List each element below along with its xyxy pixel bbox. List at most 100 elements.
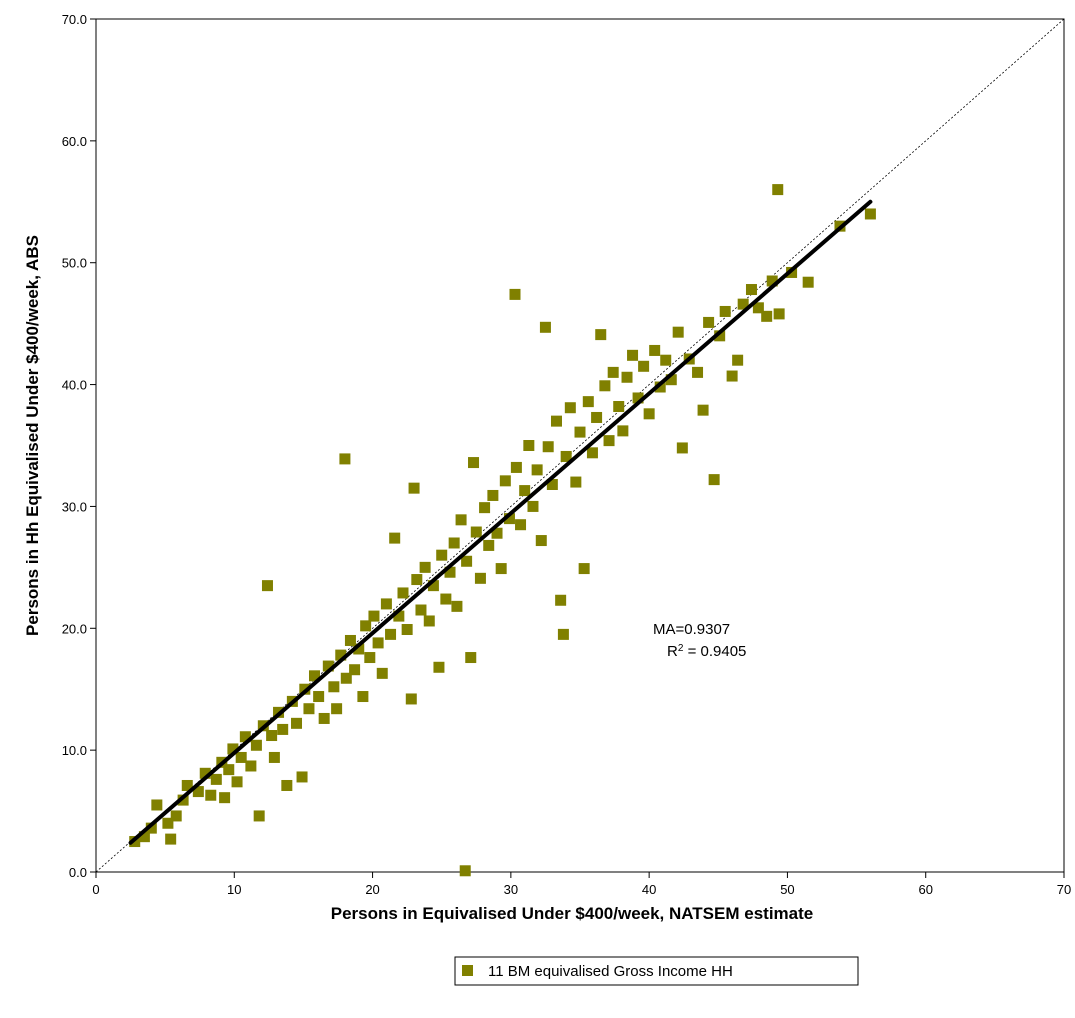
data-point [360,620,372,632]
data-point [603,435,615,447]
data-point [660,354,672,366]
x-tick-label: 60 [918,882,932,897]
data-point [281,779,293,791]
data-point [726,370,738,382]
trend-line [128,199,873,845]
data-point [719,305,731,317]
data-point [546,478,558,490]
data-point [752,302,764,314]
data-point [499,475,511,487]
data-point [570,476,582,488]
data-point [368,610,380,622]
data-point [595,329,607,341]
data-point [766,275,778,287]
y-tick-label: 20.0 [62,621,87,636]
data-point [451,600,463,612]
data-point [339,453,351,465]
data-point [376,667,388,679]
data-point [613,401,625,413]
data-point [564,402,576,414]
data-point [557,628,569,640]
data-point [372,637,384,649]
axis-ticks: 0 10 20 30 40 50 60 70 0.0 10.0 20.0 30.0 40.0 50.0 60… [62,12,1072,897]
legend: 11 BM equivalised Gross Income HH [454,956,859,986]
x-axis-title: Persons in Equivalised Under $400/week, … [331,904,813,923]
data-point [335,649,347,661]
y-axis-title: Persons in Hh Equivalised Under $400/wee… [23,235,42,636]
data-point [535,535,547,547]
data-point [772,184,784,196]
data-point [415,604,427,616]
data-point [692,366,704,378]
data-point [672,326,684,338]
data-point [170,810,182,822]
data-point [427,580,439,592]
data-point [405,693,417,705]
data-point [591,411,603,423]
data-point [745,284,757,296]
y-tick-label: 0.0 [69,865,87,880]
data-point [459,865,471,877]
y-tick-label: 40.0 [62,378,87,393]
data-point [433,661,445,673]
data-point [542,441,554,453]
data-point [483,539,495,551]
data-point [503,513,515,525]
data-point [703,316,715,328]
data-point [586,447,598,459]
y-tick-label: 70.0 [62,12,87,27]
data-point [322,660,334,672]
data-point [277,723,289,735]
data-point [491,527,503,539]
data-point [515,519,527,531]
data-point [268,751,280,763]
data-point [617,425,629,437]
data-point [253,810,265,822]
data-point [145,822,157,834]
data-point [227,743,239,755]
data-point [385,628,397,640]
data-point [761,310,773,322]
data-point [364,652,376,664]
y-tick-label: 50.0 [62,256,87,271]
data-point [436,549,448,561]
data-point [465,652,477,664]
data-point [303,703,315,715]
data-point [802,276,814,288]
data-point [210,773,222,785]
x-tick-label: 30 [504,882,518,897]
x-tick-label: 20 [365,882,379,897]
data-point [177,794,189,806]
r2-prefix: R [667,643,678,660]
data-point [328,681,340,693]
data-point [138,831,150,843]
data-point [468,457,480,469]
data-point [181,779,193,791]
data-point [199,767,211,779]
data-point [510,461,522,473]
data-point [408,482,420,494]
data-point [397,587,409,599]
data-point [448,537,460,549]
data-point [574,426,586,438]
data-point [638,360,650,372]
data-point [344,634,356,646]
data-point [349,664,361,676]
data-point [313,691,325,703]
data-point [231,776,243,788]
data-point [380,598,392,610]
data-point [708,474,720,486]
data-point [555,594,567,606]
data-point [519,485,531,497]
data-point [291,717,303,729]
r2-annotation: R2 = 0.9405 [667,643,746,661]
data-point [423,615,435,627]
data-point [318,712,330,724]
data-point [444,566,456,578]
data-point [235,751,247,763]
data-point [223,764,235,776]
data-point [607,366,619,378]
data-point [539,321,551,333]
